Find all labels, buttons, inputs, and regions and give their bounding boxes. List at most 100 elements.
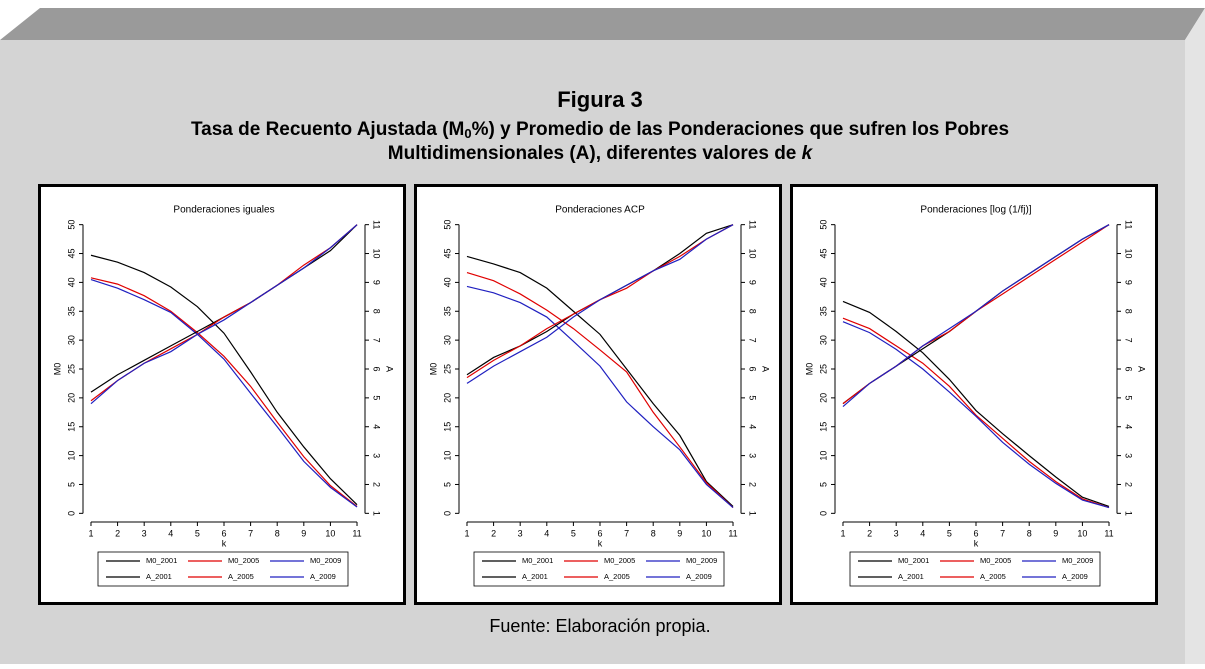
- bevel-right: [1185, 8, 1205, 664]
- chart-frame: [38, 184, 406, 605]
- x-tick-label: 8: [651, 528, 656, 538]
- chart-frame: [414, 184, 782, 605]
- y-tick-label: 5: [442, 482, 452, 487]
- y-tick-label: 40: [818, 277, 828, 287]
- legend-label: M0_2009: [310, 556, 341, 565]
- y2-tick-label: 6: [372, 366, 382, 371]
- x-tick-label: 6: [597, 528, 602, 538]
- x-tick-label: 11: [1104, 528, 1113, 538]
- y2-tick-label: 8: [748, 309, 758, 314]
- x-tick-label: 10: [701, 528, 711, 538]
- y-tick-label: 0: [442, 511, 452, 516]
- x-tick-label: 2: [867, 528, 872, 538]
- y2-tick-label: 1: [1124, 511, 1134, 516]
- x-tick-label: 5: [195, 528, 200, 538]
- x-tick-label: 7: [624, 528, 629, 538]
- series-line: [466, 255, 734, 507]
- x-tick-label: 4: [920, 528, 925, 538]
- title-part: %) y Promedio de las Ponderaciones que s…: [472, 119, 1009, 140]
- y-tick-label: 20: [818, 393, 828, 403]
- y2-tick-label: 10: [748, 249, 758, 259]
- y2-tick-label: 4: [748, 424, 758, 429]
- y2-tick-label: 6: [748, 366, 758, 371]
- x-tick-label: 7: [248, 528, 253, 538]
- y2-tick-label: 5: [748, 395, 758, 400]
- y-tick-label: 20: [66, 393, 76, 403]
- x-tick-label: 2: [491, 528, 496, 538]
- y-tick-label: 25: [442, 364, 452, 374]
- chart: Ponderaciones ACP05101520253035404550123…: [414, 184, 782, 605]
- legend-box: [849, 551, 1101, 587]
- x-axis-title: k: [598, 538, 603, 548]
- y-axis-title: M0: [804, 363, 814, 376]
- y2-tick-label: 7: [1124, 338, 1134, 343]
- y2-tick-label: 11: [372, 220, 382, 229]
- legend-label: A_2009: [1062, 572, 1088, 581]
- y2-tick-label: 11: [1124, 220, 1134, 229]
- title-part: Multidimensionales (A), diferentes valor…: [388, 143, 802, 164]
- y2-axis-title: A: [761, 366, 771, 372]
- y-tick-label: 30: [818, 335, 828, 345]
- x-axis-title: k: [222, 538, 227, 548]
- y2-tick-label: 9: [1124, 280, 1134, 285]
- legend-label: M0_2009: [686, 556, 717, 565]
- legend-label: A_2009: [686, 572, 712, 581]
- series-line: [466, 285, 734, 509]
- series-line: [842, 300, 1110, 507]
- y-tick-label: 5: [818, 482, 828, 487]
- y-tick-label: 0: [818, 511, 828, 516]
- x-tick-label: 8: [275, 528, 280, 538]
- legend-box: [473, 551, 725, 587]
- legend-label: A_2005: [604, 572, 630, 581]
- legend-label: A_2009: [310, 572, 336, 581]
- figure-label: Figura 3: [557, 87, 643, 112]
- source-note: Fuente: Elaboración propia.: [489, 616, 710, 636]
- y2-tick-label: 4: [1124, 424, 1134, 429]
- legend-label: M0_2005: [980, 556, 1011, 565]
- title-italic: k: [802, 143, 814, 164]
- series-line: [842, 224, 1110, 407]
- title-sub: 0: [464, 126, 471, 141]
- legend-label: M0_2001: [146, 556, 177, 565]
- y2-tick-label: 9: [372, 280, 382, 285]
- y-tick-label: 5: [66, 482, 76, 487]
- x-tick-label: 9: [1053, 528, 1058, 538]
- series-line: [90, 224, 358, 405]
- chart-frame: [790, 184, 1158, 605]
- y-tick-label: 45: [442, 249, 452, 259]
- y-tick-label: 35: [66, 306, 76, 316]
- chart-title: Ponderaciones iguales: [173, 205, 274, 216]
- y2-tick-label: 10: [1124, 249, 1134, 259]
- y2-tick-label: 1: [372, 511, 382, 516]
- y2-tick-label: 1: [748, 511, 758, 516]
- series-line: [466, 224, 734, 384]
- legend-box: [97, 551, 349, 587]
- y-tick-label: 25: [66, 364, 76, 374]
- y-tick-label: 0: [66, 511, 76, 516]
- y2-axis-title: A: [1137, 366, 1147, 372]
- y2-tick-label: 2: [748, 482, 758, 487]
- series-line: [90, 278, 358, 508]
- y2-tick-label: 11: [748, 220, 758, 229]
- legend-label: A_2005: [228, 572, 254, 581]
- x-tick-label: 8: [1027, 528, 1032, 538]
- y2-tick-label: 3: [1124, 453, 1134, 458]
- y2-tick-label: 5: [372, 395, 382, 400]
- y-tick-label: 40: [442, 277, 452, 287]
- x-tick-label: 9: [301, 528, 306, 538]
- y-tick-label: 15: [818, 422, 828, 432]
- legend-label: A_2001: [146, 572, 172, 581]
- y2-axis-title: A: [385, 366, 395, 372]
- y-tick-label: 50: [442, 220, 452, 230]
- legend-label: M0_2005: [604, 556, 635, 565]
- x-tick-label: 1: [464, 528, 469, 538]
- series-line: [842, 317, 1110, 509]
- x-tick-label: 10: [1077, 528, 1087, 538]
- y2-tick-label: 8: [372, 309, 382, 314]
- chart-title: Ponderaciones [log (1/fj)]: [920, 205, 1031, 216]
- x-tick-label: 10: [325, 528, 335, 538]
- y-tick-label: 15: [442, 422, 452, 432]
- chart: Ponderaciones [log (1/fj)]05101520253035…: [790, 184, 1158, 605]
- y2-tick-label: 8: [1124, 309, 1134, 314]
